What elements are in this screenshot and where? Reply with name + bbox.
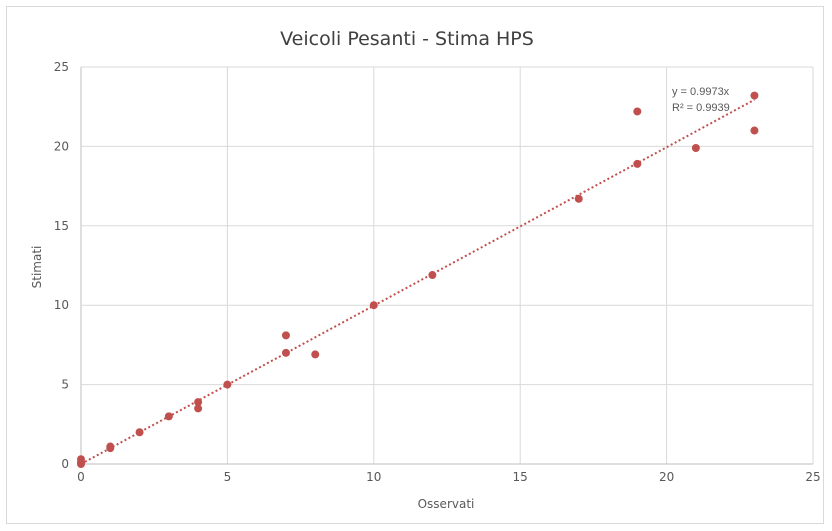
x-tick-label: 25: [805, 470, 820, 484]
data-point: [633, 159, 642, 168]
trendline-group: [80, 98, 755, 465]
data-point: [691, 143, 700, 152]
gridlines: [80, 66, 814, 465]
data-point: [574, 194, 583, 203]
data-point: [164, 412, 173, 421]
x-tick-label: 20: [659, 470, 674, 484]
y-tick-label: 15: [54, 219, 69, 233]
data-point: [428, 271, 437, 280]
x-tick-label: 5: [224, 470, 232, 484]
trendline-r-squared: R² = 0.9939: [672, 102, 730, 114]
data-point: [281, 348, 290, 357]
x-axis-label: Osservati: [418, 497, 475, 511]
data-point: [369, 301, 378, 310]
y-tick-label: 20: [54, 139, 69, 153]
y-tick-label: 5: [61, 378, 69, 392]
data-point: [135, 428, 144, 437]
chart-area: [6, 6, 824, 524]
data-point: [750, 126, 759, 135]
x-tick-label: 15: [513, 470, 528, 484]
data-point: [106, 444, 115, 453]
data-point: [311, 350, 320, 359]
data-point: [194, 404, 203, 413]
x-tick-labels: 0 5 10 15 20 25: [77, 470, 820, 484]
y-tick-label: 0: [61, 457, 69, 471]
chart-title: Veicoli Pesanti - Stima HPS: [280, 28, 534, 50]
y-tick-label: 10: [54, 298, 69, 312]
data-point: [750, 91, 759, 100]
data-point: [633, 107, 642, 116]
x-tick-label: 0: [77, 470, 85, 484]
trendline: [80, 98, 755, 465]
trendline-equation: y = 0.9973x: [672, 86, 730, 98]
data-point: [77, 460, 85, 468]
y-axis-label: Stimati: [30, 246, 44, 289]
y-tick-labels: 0 5 10 15 20 25: [54, 60, 69, 471]
data-point: [194, 398, 203, 407]
y-tick-label: 25: [54, 60, 69, 74]
data-point: [281, 331, 290, 340]
data-point: [223, 380, 232, 389]
data-points: [77, 91, 759, 468]
x-tick-label: 10: [366, 470, 381, 484]
